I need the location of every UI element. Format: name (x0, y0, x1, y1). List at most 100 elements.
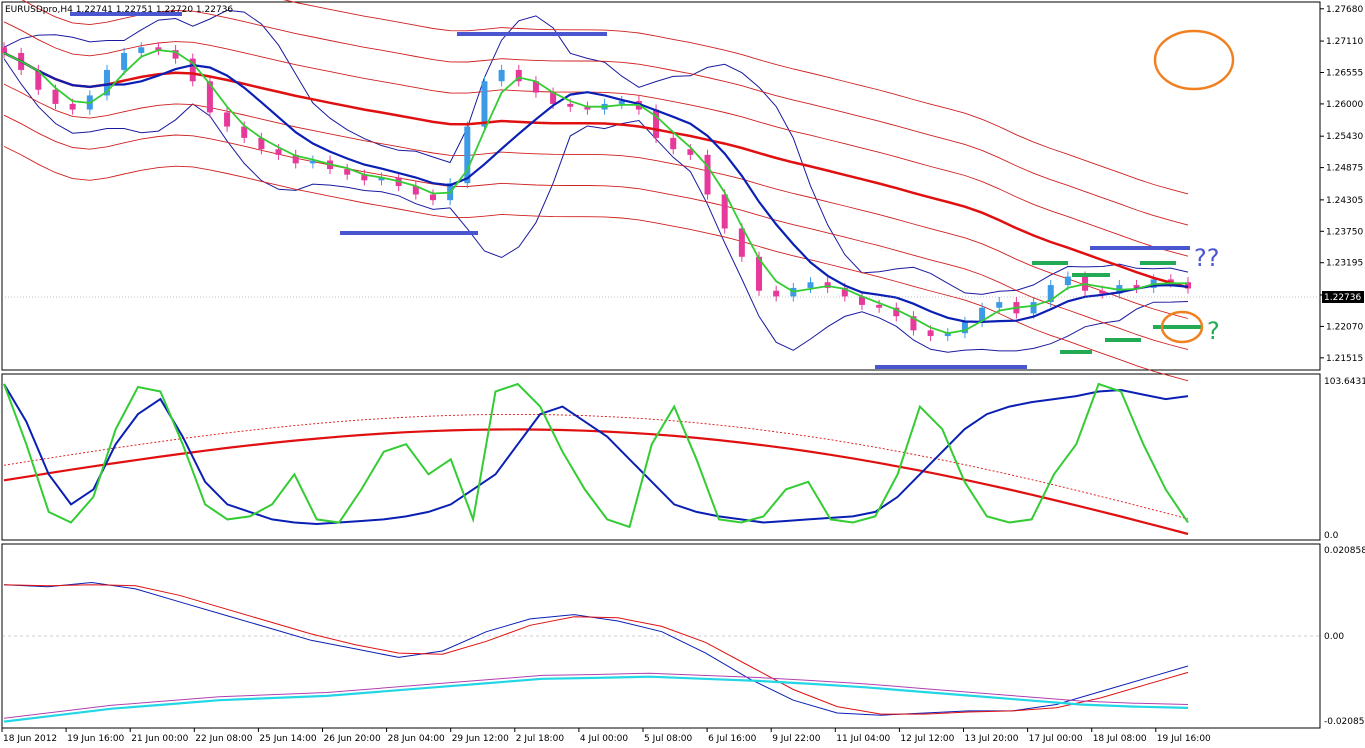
candle-body (206, 81, 213, 113)
candle-body (275, 149, 282, 155)
stoch-y-tick-label: 103.6431 (1324, 377, 1365, 387)
red-envelope-upper (21, 0, 1189, 226)
x-tick-label: 5 Jul 08:00 (644, 734, 693, 744)
x-tick-label: 22 Jun 08:00 (195, 734, 252, 744)
oscillator-y-axis: 0.020858 0.00 -0.020858 (1324, 546, 1365, 727)
osc-y-tick-label: 0.020858 (1324, 546, 1365, 556)
price-y-tick-label: 1.27110 (1326, 37, 1363, 47)
candle-body (858, 296, 865, 305)
candle-body (841, 287, 848, 297)
candle-body (481, 81, 488, 127)
candle-body (1133, 285, 1140, 288)
price-panel[interactable] (1, 1, 1321, 371)
mid-ma-line (3, 52, 1189, 324)
x-tick-label: 4 Jul 00:00 (580, 734, 629, 744)
candle-body (464, 126, 471, 184)
double-question-annotation: ?? (1194, 244, 1219, 272)
stochastic-y-axis: 103.6431 0.0 (1324, 377, 1365, 541)
candle-body (756, 256, 763, 291)
candle-body (927, 330, 934, 337)
red-envelope-lower (3, 114, 1189, 351)
blue-level-top-mid (457, 32, 607, 36)
blue-level-top-left (70, 12, 182, 16)
candle-body (961, 321, 968, 334)
candle-body (121, 52, 128, 70)
price-y-axis: 1.27680 1.27110 1.26555 1.26000 1.25430 1.248… (1320, 5, 1363, 364)
candle-body (979, 307, 986, 322)
candle-body (893, 307, 900, 317)
red-envelope-upper (283, 0, 1189, 195)
candle-body (103, 69, 110, 96)
blue-level-low-mid (340, 231, 478, 235)
candle-body (344, 169, 351, 175)
stochastic-lines (3, 382, 1189, 536)
candle-body (687, 149, 694, 155)
candle-body (807, 282, 814, 288)
x-tick-label: 26 Jun 20:00 (324, 734, 381, 744)
candle-body (1099, 290, 1106, 294)
candle-body (550, 92, 557, 104)
lower-band (3, 58, 1189, 353)
candle-body (35, 69, 42, 90)
candle-body (361, 174, 368, 181)
osc-y-tick-label: -0.020858 (1324, 717, 1365, 727)
orange-circle-bottom (1160, 310, 1204, 344)
stoch-green-line (3, 382, 1189, 529)
blue-level-right (1090, 246, 1190, 250)
osc-cyan-line (3, 675, 1189, 723)
price-y-tick-label: 1.23750 (1326, 227, 1363, 237)
candle-body (189, 58, 196, 82)
current-price-box (1322, 291, 1364, 303)
candle-body (224, 112, 231, 127)
price-y-tick-label: 1.23195 (1326, 259, 1363, 269)
green-mark-3 (1140, 261, 1176, 265)
single-question-annotation: ? (1207, 317, 1220, 345)
chart-title: EURUSDpro,H4 1.22741 1.22751 1.22720 1.2… (5, 5, 233, 15)
candle-body (532, 81, 539, 93)
candle-body (429, 194, 436, 201)
x-tick-label: 11 Jul 04:00 (836, 734, 890, 744)
x-tick-label: 12 Jul 12:00 (900, 734, 954, 744)
price-y-tick-label: 1.26555 (1326, 68, 1363, 78)
candle-body (172, 50, 179, 59)
candle-body (876, 304, 883, 308)
x-tick-label: 28 Jun 04:00 (388, 734, 445, 744)
price-y-tick-label: 1.24875 (1326, 164, 1363, 174)
x-axis: 18 Jun 2012 19 Jun 16:00 21 Jun 00:00 22 Ju… (1, 728, 1211, 744)
osc-red-line (3, 584, 1189, 715)
candle-body (738, 228, 745, 257)
candle-body (1167, 279, 1174, 283)
candle-body (721, 194, 728, 229)
candle-body (155, 47, 162, 51)
x-tick-label: 17 Jul 00:00 (1029, 734, 1083, 744)
candle-body (309, 160, 316, 164)
x-tick-label: 19 Jul 16:00 (1157, 734, 1211, 744)
candle-body (378, 177, 385, 181)
x-tick-label: 21 Jun 00:00 (131, 734, 188, 744)
oscillator-lines (3, 581, 1189, 723)
candle-body (1047, 285, 1054, 303)
candle-body (1, 47, 7, 53)
stoch-red-line (3, 428, 1189, 536)
green-mark-6 (1153, 325, 1201, 329)
candle-body (69, 103, 76, 110)
candle-body (670, 137, 677, 150)
candle-body (241, 126, 248, 138)
price-bands (3, 0, 1189, 382)
current-price-label: 1.22736 (1324, 293, 1361, 303)
red-envelope-lower (3, 145, 1189, 382)
candle-body (996, 302, 1003, 308)
stochastic-panel[interactable] (1, 373, 1321, 541)
annotations: ?? ? (70, 12, 1235, 369)
price-moving-averages (3, 49, 1189, 335)
candle-body (910, 316, 917, 331)
candle-body (944, 333, 951, 337)
x-tick-label: 29 Jun 12:00 (452, 734, 509, 744)
x-tick-label: 9 Jul 22:00 (772, 734, 821, 744)
fast-ma-line (3, 49, 1189, 335)
green-mark-2 (1072, 273, 1110, 277)
candle-body (584, 106, 591, 110)
oscillator-panel[interactable] (1, 543, 1321, 729)
candle-body (653, 109, 660, 138)
